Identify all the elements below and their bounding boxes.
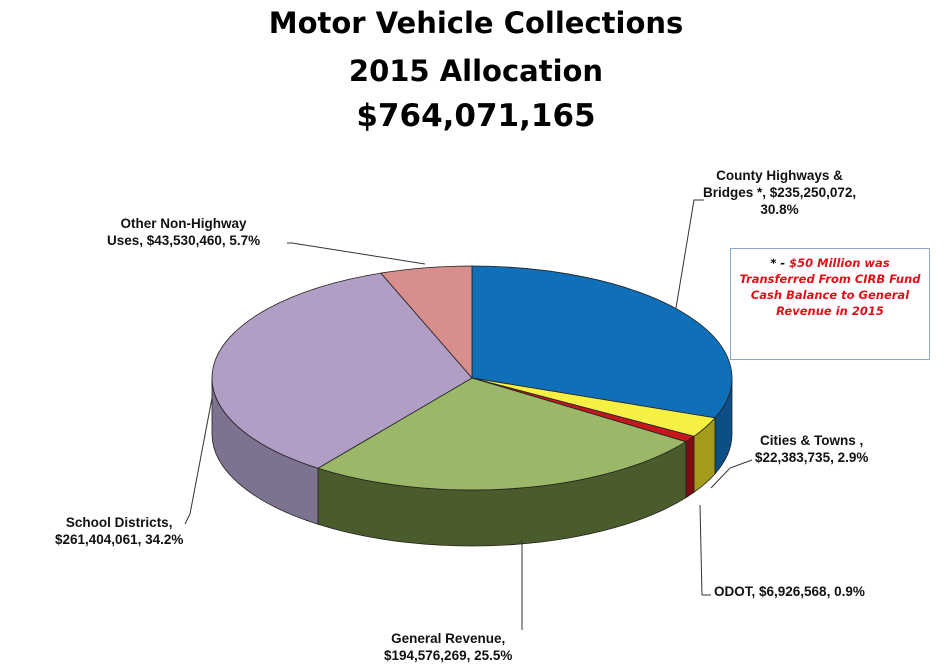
- chart-total: $764,071,165: [356, 98, 596, 134]
- label-school-districts: School Districts, $261,404,061, 34.2%: [55, 515, 184, 547]
- pie-slice-general-revenue: [316, 377, 687, 491]
- leader-line: [287, 242, 426, 265]
- leader-line: [675, 199, 704, 309]
- label-other-non-highway: Other Non-Highway Uses, $43,530,460, 5.7…: [107, 216, 261, 248]
- chart-title: Motor Vehicle Collections: [268, 6, 684, 40]
- pie-slice-school-districts: [211, 272, 473, 469]
- footnote-text: $50 Million was Transferred From CIRB Fu…: [739, 256, 921, 318]
- leader-line: [184, 397, 213, 525]
- footnote-box: * - $50 Million was Transferred From CIR…: [730, 248, 930, 360]
- label-general-revenue: General Revenue, $194,576,269, 25.5%: [384, 631, 513, 663]
- leader-line: [710, 459, 753, 489]
- leader-line: [699, 504, 711, 596]
- pie-slice-other-non-highway-uses: [380, 265, 473, 380]
- footnote-star: * -: [770, 256, 790, 270]
- pie-slice-county-highways-bridges-: [471, 265, 733, 419]
- label-cities-towns: Cities & Towns , $22,383,735, 2.9%: [755, 433, 869, 465]
- pie-side-odot: [685, 435, 695, 499]
- label-odot: ODOT, $6,926,568, 0.9%: [714, 584, 865, 599]
- label-county-highways: County Highways & Bridges *, $235,250,07…: [703, 168, 857, 217]
- chart-subtitle: 2015 Allocation: [348, 54, 604, 88]
